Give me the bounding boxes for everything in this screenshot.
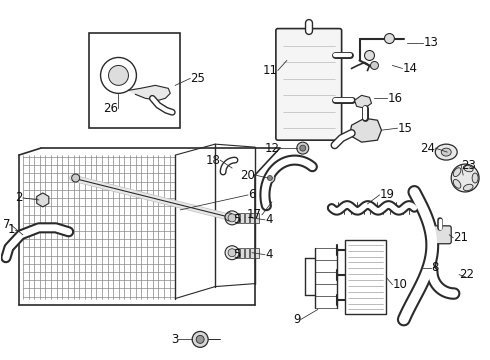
Text: 15: 15 bbox=[397, 122, 412, 135]
Bar bbox=[235, 248, 239, 258]
Bar bbox=[245, 248, 249, 258]
Text: 22: 22 bbox=[459, 268, 474, 281]
Bar bbox=[240, 248, 244, 258]
Text: 26: 26 bbox=[103, 102, 119, 115]
Text: 9: 9 bbox=[294, 313, 301, 326]
Text: 5: 5 bbox=[233, 213, 240, 226]
Circle shape bbox=[196, 336, 204, 343]
Text: 1: 1 bbox=[7, 223, 15, 236]
Bar bbox=[250, 213, 254, 223]
Circle shape bbox=[297, 142, 309, 154]
Ellipse shape bbox=[464, 165, 473, 172]
Ellipse shape bbox=[441, 148, 451, 156]
Text: 3: 3 bbox=[171, 333, 178, 346]
Circle shape bbox=[300, 145, 306, 151]
Text: 4: 4 bbox=[265, 213, 272, 226]
Text: 18: 18 bbox=[205, 154, 220, 167]
Text: 2: 2 bbox=[15, 192, 23, 204]
Polygon shape bbox=[128, 85, 171, 100]
Bar bbox=[255, 213, 259, 223]
Circle shape bbox=[225, 211, 239, 225]
Circle shape bbox=[225, 213, 233, 221]
Circle shape bbox=[100, 58, 136, 93]
Text: 5: 5 bbox=[233, 248, 240, 261]
Bar bbox=[344, 240, 387, 315]
Circle shape bbox=[225, 246, 239, 260]
Circle shape bbox=[365, 50, 374, 60]
Bar bbox=[89, 32, 180, 128]
Circle shape bbox=[268, 176, 272, 180]
Bar bbox=[240, 213, 244, 223]
Bar bbox=[245, 213, 249, 223]
Ellipse shape bbox=[453, 168, 461, 176]
Bar bbox=[235, 213, 239, 223]
Text: 13: 13 bbox=[423, 36, 438, 49]
Ellipse shape bbox=[435, 144, 457, 160]
Text: 12: 12 bbox=[265, 141, 280, 155]
Text: 25: 25 bbox=[190, 72, 205, 85]
Text: 21: 21 bbox=[453, 231, 468, 244]
Text: 6: 6 bbox=[248, 188, 255, 202]
Text: 23: 23 bbox=[461, 158, 476, 172]
FancyBboxPatch shape bbox=[429, 226, 451, 244]
Circle shape bbox=[265, 173, 275, 183]
Polygon shape bbox=[349, 118, 382, 142]
Text: 19: 19 bbox=[379, 188, 394, 202]
Circle shape bbox=[228, 249, 236, 257]
Bar bbox=[250, 248, 254, 258]
Text: 11: 11 bbox=[263, 64, 278, 77]
Text: 10: 10 bbox=[392, 278, 407, 291]
Circle shape bbox=[451, 164, 479, 192]
Text: 4: 4 bbox=[265, 248, 272, 261]
Ellipse shape bbox=[453, 180, 461, 188]
Text: 16: 16 bbox=[388, 92, 402, 105]
Circle shape bbox=[385, 33, 394, 44]
Circle shape bbox=[228, 214, 236, 222]
Text: 20: 20 bbox=[240, 168, 255, 181]
Text: 14: 14 bbox=[402, 62, 417, 75]
Text: 8: 8 bbox=[431, 261, 439, 274]
Circle shape bbox=[72, 174, 80, 182]
Circle shape bbox=[370, 62, 378, 69]
FancyBboxPatch shape bbox=[276, 28, 342, 140]
Text: 17: 17 bbox=[247, 208, 262, 221]
Ellipse shape bbox=[472, 173, 478, 183]
Text: 24: 24 bbox=[420, 141, 435, 155]
Polygon shape bbox=[355, 95, 371, 108]
Circle shape bbox=[108, 66, 128, 85]
Text: 7: 7 bbox=[3, 218, 11, 231]
Bar bbox=[255, 248, 259, 258]
Ellipse shape bbox=[464, 184, 473, 191]
Circle shape bbox=[192, 332, 208, 347]
